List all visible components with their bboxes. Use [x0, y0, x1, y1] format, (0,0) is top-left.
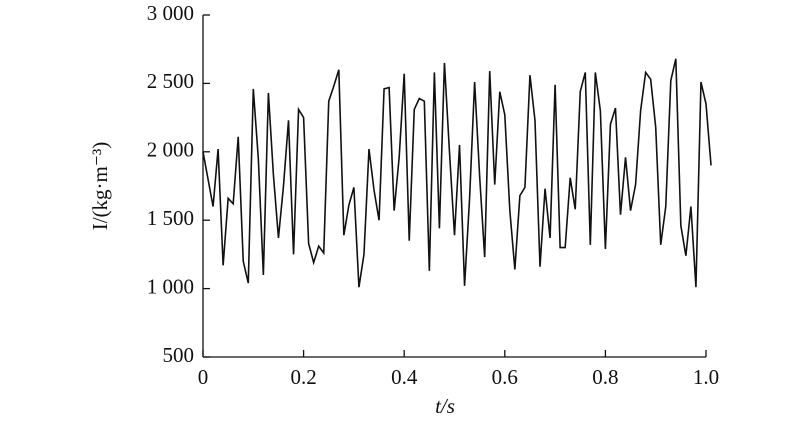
x-tick-label: 0.4 [391, 365, 418, 389]
y-tick-label: 500 [163, 343, 195, 367]
x-tick-label: 0.6 [492, 365, 518, 389]
y-axis-label: I/(kg·m⁻³) [88, 142, 112, 231]
data-line [202, 58, 712, 288]
y-tick-label: 3 000 [147, 1, 194, 25]
y-tick-label: 2 500 [147, 69, 194, 93]
x-tick-label: 0.2 [290, 365, 316, 389]
x-axis-label: t/s [435, 394, 455, 418]
x-tick-label: 0 [198, 365, 209, 389]
x-tick-label: 0.8 [592, 365, 618, 389]
y-tick-label: 1 000 [147, 274, 194, 298]
y-tick-label: 2 000 [147, 138, 194, 162]
x-tick-label: 1.0 [693, 365, 719, 389]
y-tick-label: 1 500 [147, 206, 194, 230]
